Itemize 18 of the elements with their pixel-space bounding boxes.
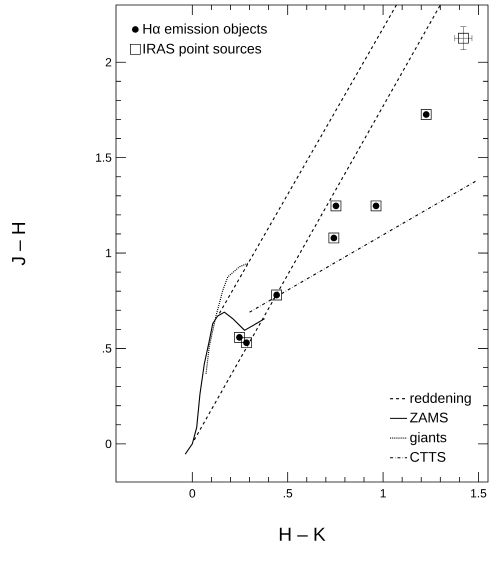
point — [458, 32, 469, 44]
legend-label: giants — [410, 432, 446, 446]
legend-label: reddening — [410, 392, 471, 406]
y-tick-label: 1.5 — [96, 153, 112, 162]
y-tick-label: 0 — [106, 440, 112, 448]
legend-label: Hα emission objects — [143, 23, 267, 36]
legend-label: ZAMS — [410, 412, 448, 422]
legend-label: CTTS — [410, 452, 446, 462]
x-axis-title: H – K — [280, 528, 326, 541]
y-tick-label: 1 — [106, 248, 112, 258]
y-tick-label: 2 — [106, 58, 112, 66]
y-axis-title: J – H — [12, 222, 26, 266]
x-tick-label: 0 — [189, 489, 196, 498]
y-tick-label: .5 — [102, 344, 112, 353]
legend-label: IRAS point sources — [144, 43, 262, 56]
x-tick-label: 1.5 — [471, 489, 486, 498]
x-tick-label: 1 — [380, 489, 386, 498]
x-tick-label: .5 — [284, 489, 292, 498]
